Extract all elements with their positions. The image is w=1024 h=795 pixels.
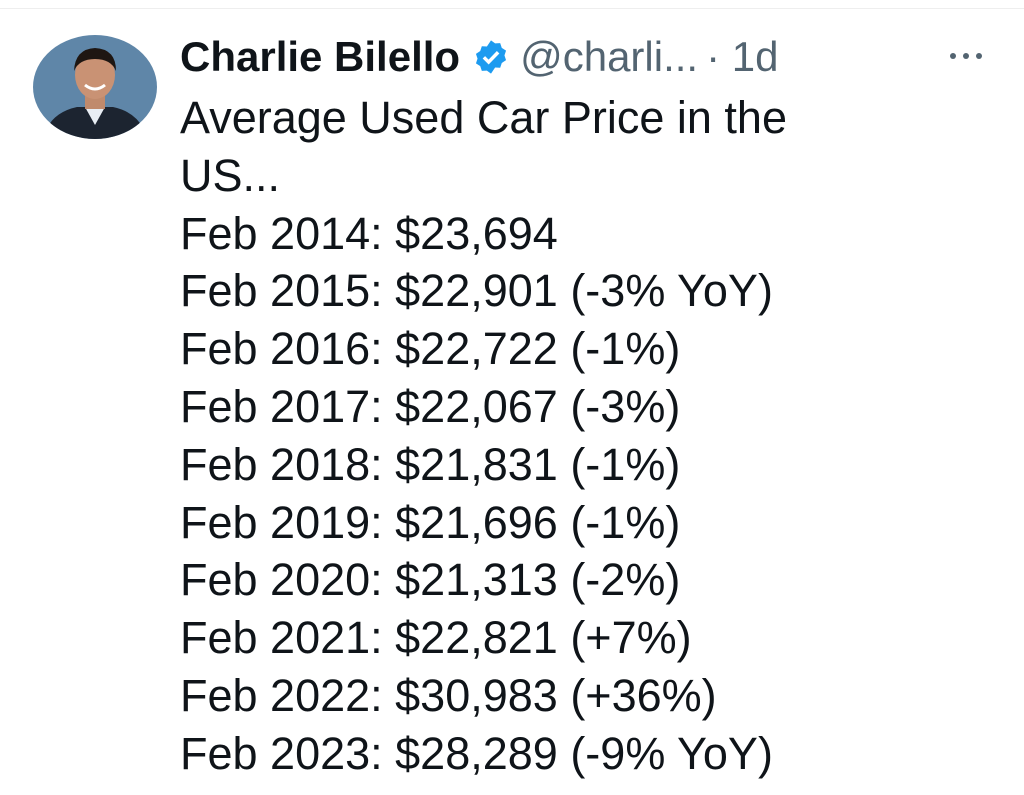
tweet-line: Feb 2018: $21,831 (-1%) (180, 438, 681, 490)
author-handle[interactable]: @charli... (520, 33, 699, 80)
tweet-line: US... (180, 149, 281, 201)
tweet-line: Feb 2017: $22,067 (-3%) (180, 380, 681, 432)
timestamp[interactable]: · 1d (706, 33, 779, 80)
author-name[interactable]: Charlie Bilello (180, 33, 461, 80)
tweet-line: Feb 2020: $21,313 (-2%) (180, 554, 681, 606)
tweet-text: Average Used Car Price in the US... Feb 20… (180, 89, 787, 783)
tweet-header: Charlie Bilello @charli... · 1d (180, 30, 778, 84)
more-button[interactable] (948, 50, 984, 62)
tweet-line: Feb 2023: $28,289 (-9% YoY) (180, 727, 773, 779)
tweet-line: Average Used Car Price in the (180, 92, 787, 143)
tweet-line: Feb 2014: $23,694 (180, 207, 558, 259)
tweet-line: Feb 2015: $22,901 (-3% YoY) (180, 265, 773, 317)
avatar[interactable] (33, 35, 157, 139)
verified-badge (476, 40, 507, 74)
tweet-line: Feb 2021: $22,821 (+7%) (180, 612, 692, 664)
tweet-line: Feb 2016: $22,722 (-1%) (180, 323, 681, 375)
tweet-line: Feb 2019: $21,696 (-1%) (180, 496, 681, 548)
divider (0, 0, 1024, 9)
tweet-line: Feb 2022: $30,983 (+36%) (180, 669, 717, 721)
